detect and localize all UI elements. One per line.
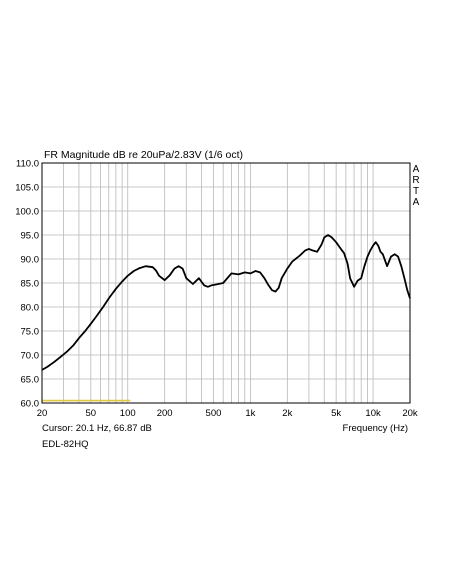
series-line-response — [41, 234, 411, 371]
y-tick-label: 75.0 — [21, 327, 40, 338]
plot-frame — [41, 162, 411, 404]
y-tick-label: 100.0 — [15, 207, 39, 218]
y-tick-label: 95.0 — [21, 231, 40, 242]
x-axis-ticks: 20 50 100 200 500 1k 2k 5k 10k 20k — [37, 408, 418, 419]
x-tick-label: 20 — [37, 408, 48, 419]
grid-lines — [41, 162, 411, 404]
brand-letter: R — [412, 175, 419, 186]
x-tick-label: 100 — [120, 408, 136, 419]
brand-letter: A — [413, 197, 420, 208]
y-tick-label: 60.0 — [21, 399, 40, 410]
x-axis-label: Frequency (Hz) — [343, 423, 408, 434]
brand-letter: A — [413, 164, 420, 175]
y-tick-label: 90.0 — [21, 255, 40, 266]
x-tick-label: 2k — [282, 408, 292, 419]
x-tick-label: 20k — [402, 408, 418, 419]
y-tick-label: 110.0 — [16, 159, 39, 170]
cursor-readout: Cursor: 20.1 Hz, 66.87 dB — [42, 423, 152, 434]
y-tick-label: 105.0 — [15, 183, 39, 194]
y-axis-ticks: 60.0 65.0 70.0 75.0 80.0 85.0 90.0 95.0 100.0 105… — [15, 159, 39, 410]
brand-letter: T — [413, 186, 419, 197]
y-tick-label: 70.0 — [21, 351, 40, 362]
y-tick-label: 65.0 — [21, 375, 40, 386]
x-tick-label: 5k — [331, 408, 341, 419]
x-tick-label: 10k — [365, 408, 381, 419]
x-tick-label: 50 — [86, 408, 97, 419]
chart-title: FR Magnitude dB re 20uPa/2.83V (1/6 oct) — [44, 149, 243, 161]
x-tick-label: 500 — [206, 408, 222, 419]
y-tick-label: 85.0 — [21, 279, 40, 290]
y-tick-label: 80.0 — [21, 303, 40, 314]
x-tick-label: 200 — [157, 408, 173, 419]
device-label: EDL-82HQ — [42, 439, 88, 450]
x-tick-label: 1k — [245, 408, 255, 419]
